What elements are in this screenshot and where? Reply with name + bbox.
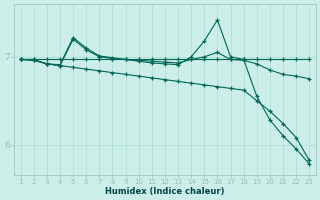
X-axis label: Humidex (Indice chaleur): Humidex (Indice chaleur) — [105, 187, 225, 196]
